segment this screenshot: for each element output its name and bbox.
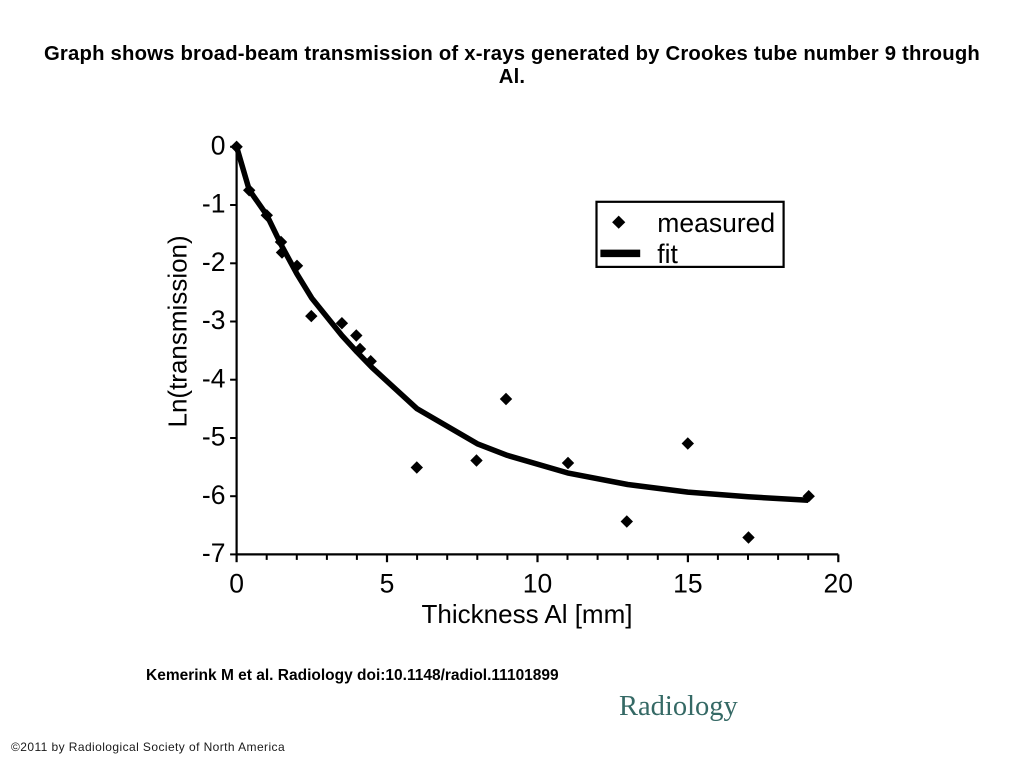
svg-text:-3: -3 [202,305,226,335]
svg-text:-4: -4 [202,363,226,393]
svg-text:-7: -7 [202,538,226,568]
svg-text:-5: -5 [202,422,226,452]
svg-text:-2: -2 [202,247,226,277]
svg-text:0: 0 [229,568,244,598]
svg-text:Ln(transmission): Ln(transmission) [163,235,193,427]
svg-text:fit: fit [657,239,678,269]
svg-text:10: 10 [523,568,552,598]
svg-text:5: 5 [380,568,395,598]
svg-text:15: 15 [673,568,702,598]
svg-text:measured: measured [657,208,775,238]
svg-text:20: 20 [824,568,853,598]
svg-text:-1: -1 [202,189,226,219]
svg-text:-6: -6 [202,480,226,510]
svg-text:Thickness Al [mm]: Thickness Al [mm] [422,599,633,629]
svg-text:0: 0 [211,130,226,160]
